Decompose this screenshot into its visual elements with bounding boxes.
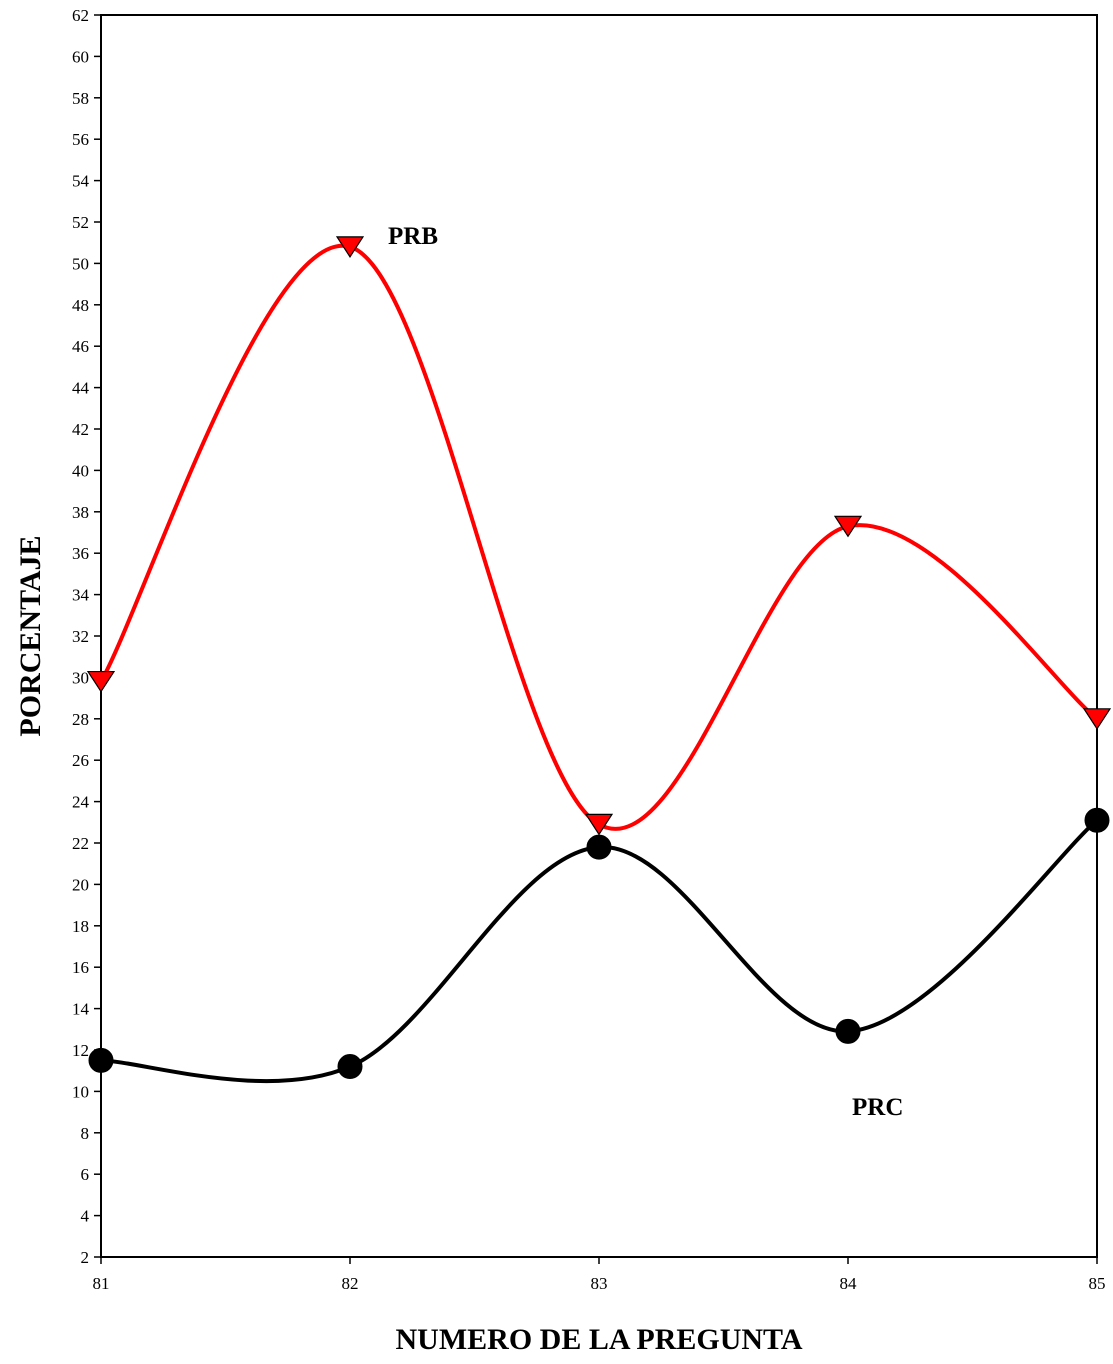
y-tick-label: 46 [72, 337, 89, 356]
x-axis-ticks: 81 82 83 84 85 [93, 1257, 1106, 1293]
y-tick-label: 22 [72, 834, 89, 853]
data-point-prc [835, 1018, 861, 1044]
y-tick-label: 42 [72, 420, 89, 439]
data-point-prb [335, 236, 365, 258]
y-tick-label: 48 [72, 296, 89, 315]
y-tick-label: 62 [72, 6, 89, 25]
y-tick-label: 8 [81, 1124, 90, 1143]
y-tick-label: 12 [72, 1041, 89, 1060]
y-tick-label: 40 [72, 461, 89, 480]
data-point-prc [88, 1047, 114, 1073]
y-tick-label: 60 [72, 47, 89, 66]
y-tick-label: 14 [72, 1000, 90, 1019]
y-tick-label: 44 [72, 379, 90, 398]
series-label-prc: PRC [852, 1094, 903, 1121]
data-point-prc [1084, 807, 1110, 833]
y-tick-label: 38 [72, 503, 89, 522]
y-tick-label: 20 [72, 875, 89, 894]
y-tick-label: 58 [72, 89, 89, 108]
y-tick-label: 4 [81, 1207, 90, 1226]
y-tick-label: 18 [72, 917, 89, 936]
y-tick-label: 32 [72, 627, 89, 646]
y-tick-label: 34 [72, 586, 90, 605]
series-line-prb [99, 243, 1099, 831]
series-label-prb: PRB [388, 223, 438, 250]
data-point-prb [1082, 708, 1112, 730]
y-tick-label: 36 [72, 544, 89, 563]
y-axis-ticks: 2468101214161820222426283032343638404244… [72, 6, 101, 1267]
y-tick-label: 24 [72, 793, 90, 812]
x-tick-label: 84 [840, 1274, 858, 1293]
y-tick-label: 54 [72, 172, 90, 191]
x-tick-label: 85 [1089, 1274, 1106, 1293]
plot-frame [100, 14, 1098, 1258]
data-point-prb [833, 515, 863, 538]
y-axis-title: PORCENTAJE [14, 535, 47, 736]
data-point-prb [584, 813, 614, 836]
x-axis-title: NUMERO DE LA PREGUNTA [396, 1323, 803, 1356]
x-tick-label: 83 [591, 1274, 608, 1293]
data-point-prc [337, 1054, 363, 1080]
y-tick-label: 28 [72, 710, 89, 729]
series-layer [86, 236, 1112, 1084]
y-tick-label: 30 [72, 668, 89, 687]
y-tick-label: 10 [72, 1082, 89, 1101]
y-tick-label: 16 [72, 958, 89, 977]
y-tick-label: 6 [81, 1165, 90, 1184]
y-tick-label: 56 [72, 130, 89, 149]
x-tick-label: 82 [342, 1274, 359, 1293]
y-tick-label: 50 [72, 254, 89, 273]
data-point-prb [86, 670, 116, 693]
y-tick-label: 52 [72, 213, 89, 232]
data-point-prc [586, 834, 612, 860]
x-tick-label: 81 [93, 1274, 110, 1293]
y-tick-label: 26 [72, 751, 89, 770]
y-tick-label: 2 [81, 1248, 90, 1267]
